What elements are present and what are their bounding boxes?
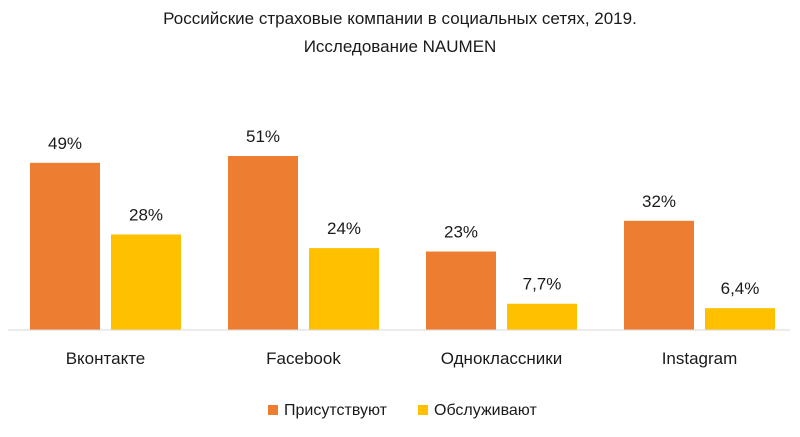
data-label: 49% bbox=[48, 134, 82, 153]
legend-label: Обслуживают bbox=[434, 402, 537, 419]
bar-serve-1 bbox=[309, 248, 379, 330]
bar-present-0 bbox=[30, 162, 100, 330]
legend-swatch bbox=[268, 405, 278, 415]
bar-serve-3 bbox=[705, 308, 775, 330]
legend: Присутствуют Обслуживают bbox=[268, 402, 537, 419]
data-label: 7,7% bbox=[523, 275, 562, 294]
category-labels: Вконтакте Facebook Одноклассники Instagram bbox=[66, 349, 738, 368]
category-label: Facebook bbox=[266, 349, 341, 368]
data-label: 6,4% bbox=[721, 279, 760, 298]
bar-present-3 bbox=[624, 220, 694, 330]
legend-label: Присутствуют bbox=[284, 402, 388, 419]
legend-swatch bbox=[418, 405, 428, 415]
data-label: 23% bbox=[444, 223, 478, 242]
data-label: 32% bbox=[642, 192, 676, 211]
bars-group: 49% 28% 51% 24% 23% 7,7% 32% 6,4% bbox=[30, 127, 775, 330]
data-label: 28% bbox=[129, 205, 163, 224]
bar-serve-2 bbox=[507, 303, 577, 330]
bar-serve-0 bbox=[111, 234, 181, 330]
bar-present-2 bbox=[426, 251, 496, 330]
category-label: Одноклассники bbox=[441, 349, 562, 368]
data-label: 24% bbox=[327, 219, 361, 238]
bar-present-1 bbox=[228, 156, 298, 330]
chart-subtitle: Исследование NAUMEN bbox=[304, 37, 497, 56]
chart-title: Российские страховые компании в социальн… bbox=[163, 9, 637, 28]
category-label: Вконтакте bbox=[66, 349, 146, 368]
data-label: 51% bbox=[246, 127, 280, 146]
category-label: Instagram bbox=[662, 349, 738, 368]
